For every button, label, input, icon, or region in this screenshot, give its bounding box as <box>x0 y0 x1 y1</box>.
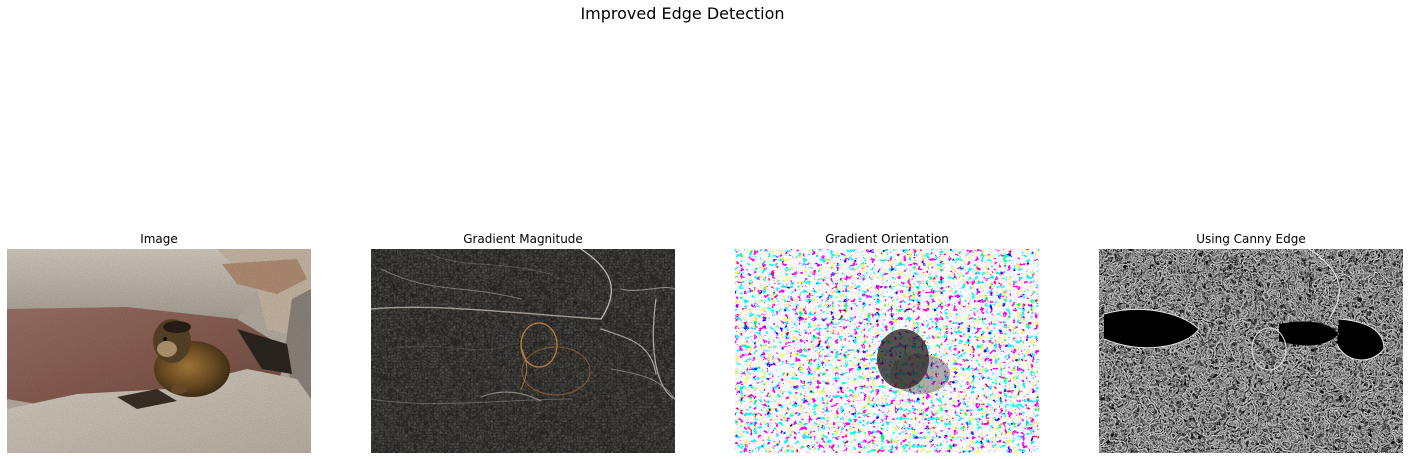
panel-gradient-magnitude: Gradient Magnitude <box>371 232 675 459</box>
panel-title-image: Image <box>140 232 178 246</box>
panel-title-gradient-orientation: Gradient Orientation <box>825 232 949 246</box>
figure-title: Improved Edge Detection <box>580 4 785 23</box>
original-photo <box>7 249 311 453</box>
canny-edge-image <box>1099 249 1403 453</box>
panel-canny-edge: Using Canny Edge <box>1099 232 1403 459</box>
panel-image: Image <box>7 232 311 459</box>
gradient-orientation-image <box>735 249 1039 453</box>
gradient-magnitude-image <box>371 249 675 453</box>
panel-title-canny-edge: Using Canny Edge <box>1196 232 1306 246</box>
panel-gradient-orientation: Gradient Orientation <box>735 232 1039 459</box>
panel-title-gradient-magnitude: Gradient Magnitude <box>463 232 583 246</box>
